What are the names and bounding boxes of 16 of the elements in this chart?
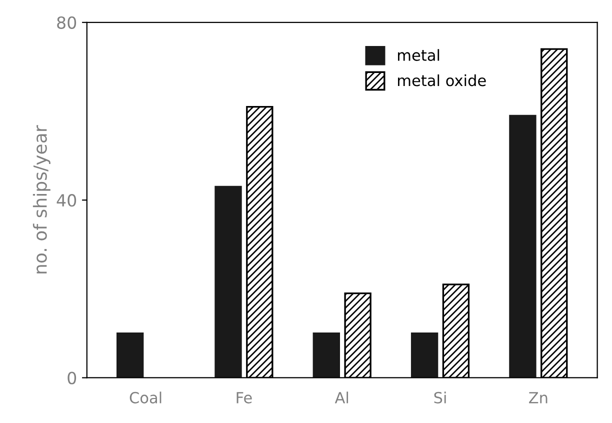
bar: [509, 114, 536, 378]
legend-label: metal oxide: [398, 74, 486, 86]
x-tick-label: Si: [434, 392, 446, 404]
y-tick-label: 40: [56, 194, 76, 207]
y-axis-title: no. of ships/year: [32, 125, 50, 274]
bar: [214, 186, 242, 378]
y-tick-label: 0: [68, 372, 76, 384]
bar: [116, 332, 144, 378]
bar: [312, 332, 340, 378]
x-tick-label: Coal: [130, 392, 162, 404]
bar: [410, 332, 438, 378]
x-tick-label: Zn: [529, 392, 548, 404]
x-tick-label: Fe: [236, 392, 252, 404]
legend-label: metal: [398, 49, 440, 61]
x-tick-label: Al: [334, 392, 348, 404]
y-tick-label: 80: [57, 16, 76, 29]
